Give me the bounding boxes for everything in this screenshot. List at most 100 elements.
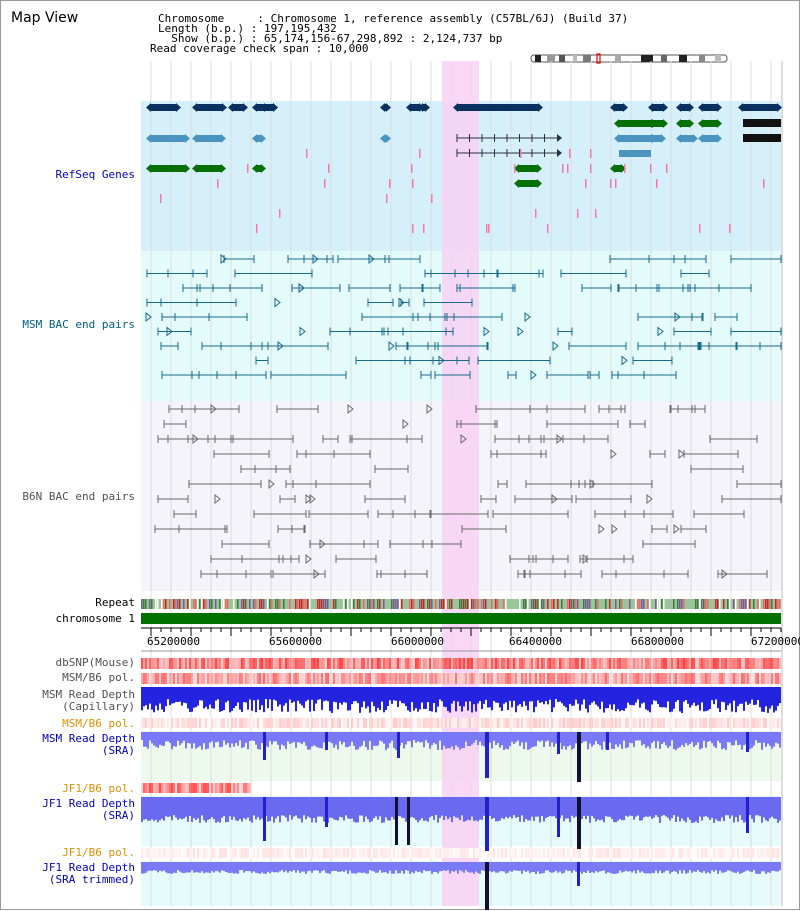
depth-bar	[257, 797, 259, 818]
depth-bar	[371, 687, 373, 702]
pol-cell	[395, 658, 397, 669]
pol-cell	[635, 718, 637, 728]
pol-cell	[267, 718, 269, 728]
b6n-bac-end-pairs-label[interactable]: B6N BAC end pairs	[22, 490, 135, 503]
depth-bar	[247, 732, 249, 750]
depth-bar	[231, 732, 233, 744]
depth-bar	[307, 687, 309, 700]
refseq-genes-label[interactable]: RefSeq Genes	[55, 168, 135, 181]
pol-cell	[691, 848, 693, 858]
pol-cell	[231, 848, 233, 858]
depth-bar	[339, 862, 341, 872]
chromosome-ideogram-icon[interactable]	[529, 53, 731, 65]
msm-bac-track[interactable]	[145, 253, 782, 381]
pol-cell	[217, 658, 219, 669]
pol-cell	[357, 848, 359, 858]
pol-cell	[625, 658, 627, 669]
b6n-bac-track[interactable]	[154, 403, 782, 580]
pol-cell	[487, 848, 489, 858]
depth-bar	[189, 687, 191, 712]
pol-cell	[661, 718, 663, 728]
pol-cell	[267, 658, 269, 669]
depth-bar	[599, 687, 601, 710]
depth-bar	[553, 797, 555, 817]
depth-bar	[779, 797, 781, 821]
pol-cell	[761, 848, 763, 858]
repeat-element	[289, 599, 291, 609]
pol-cell	[717, 848, 719, 858]
depth-bar	[679, 797, 681, 822]
depth-bar	[513, 732, 515, 745]
pol-cell	[155, 783, 157, 793]
depth-bar	[753, 797, 755, 823]
repeat-element	[145, 599, 147, 609]
pol-cell	[157, 783, 159, 793]
gene-strand-arrow	[698, 134, 703, 143]
depth-bar	[345, 732, 347, 748]
depth-bar	[769, 687, 771, 709]
refseq-gene-track[interactable]	[146, 103, 782, 233]
pol-cell	[225, 718, 227, 728]
depth-bar	[235, 732, 237, 743]
depth-bar	[541, 797, 543, 817]
pol-cell	[777, 718, 779, 728]
gene-block	[197, 165, 221, 172]
gene-block	[743, 104, 777, 111]
pol-cell	[199, 718, 201, 728]
pol-cell	[727, 673, 729, 684]
pol-cell	[691, 718, 693, 728]
pol-cell	[519, 658, 521, 669]
gene-snp-mark	[386, 194, 388, 203]
pol-cell	[607, 718, 609, 728]
depth-bar	[323, 797, 325, 822]
depth-bar	[591, 862, 593, 873]
gene-strand-arrow	[738, 103, 743, 112]
depth-bar	[189, 797, 191, 817]
pol-cell	[451, 848, 453, 858]
depth-bar	[637, 732, 639, 741]
depth-bar	[479, 687, 481, 702]
depth-bar	[329, 797, 331, 818]
depth-bar	[661, 687, 663, 708]
depth-bar	[731, 797, 733, 816]
pol-cell	[439, 658, 441, 669]
depth-bar	[307, 862, 309, 872]
pol-cell	[749, 718, 751, 728]
pol-cell	[673, 718, 675, 728]
gene-snp-mark	[256, 224, 258, 233]
pol-cell	[261, 718, 263, 728]
pol-cell	[615, 848, 617, 858]
pol-cell	[177, 718, 179, 728]
pol-cell	[767, 718, 769, 728]
depth-bar	[587, 687, 589, 713]
depth-bar	[209, 797, 211, 819]
depth-bar	[281, 732, 283, 745]
depth-bar	[401, 797, 403, 818]
depth-bar	[695, 732, 697, 746]
gene-snp-mark	[535, 209, 537, 218]
depth-bar	[325, 687, 327, 701]
pol-cell	[265, 673, 267, 684]
depth-bar	[571, 862, 573, 873]
gene-strand-arrow	[537, 179, 542, 188]
depth-bar	[759, 862, 761, 874]
depth-bar	[545, 732, 547, 742]
depth-bar	[587, 862, 589, 871]
pol-cell	[659, 673, 661, 684]
pol-cell	[753, 673, 755, 684]
msm-bac-end-pairs-label[interactable]: MSM BAC end pairs	[22, 318, 135, 331]
pol-cell	[187, 718, 189, 728]
depth-bar	[313, 732, 315, 746]
depth-bar	[419, 687, 421, 710]
pol-cell	[159, 718, 161, 728]
pol-cell	[349, 848, 351, 858]
pol-cell	[453, 718, 455, 728]
depth-bar	[213, 732, 215, 748]
depth-bar	[297, 862, 299, 871]
depth-bar	[363, 687, 365, 702]
depth-bar	[495, 797, 497, 822]
pol-cell	[395, 848, 397, 858]
depth-bar	[609, 862, 611, 873]
pol-cell	[163, 783, 165, 793]
